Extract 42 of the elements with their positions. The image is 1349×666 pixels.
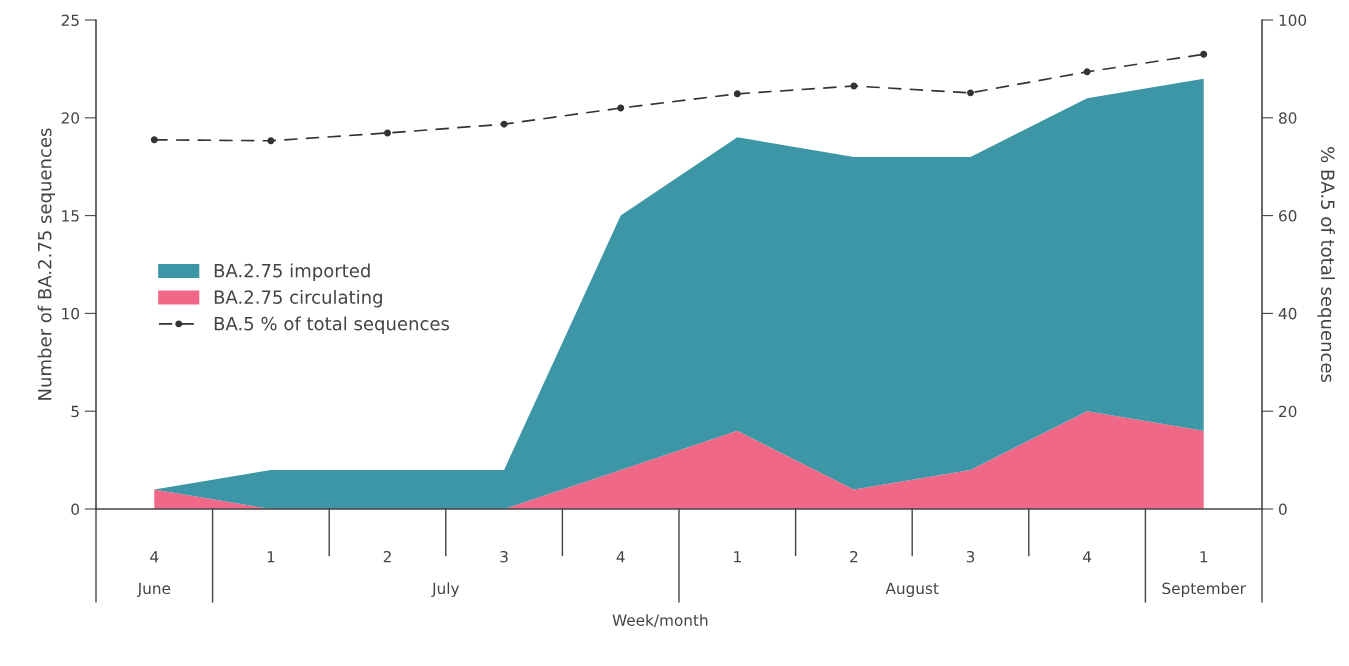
x-axis-title: Week/month [612,614,708,628]
point [150,136,158,144]
point [384,129,391,137]
x-tick-label: 4 [150,551,159,563]
point [967,89,974,97]
x-tick-label: 3 [966,550,975,563]
legend-label: BA.2.75 circulating [214,289,382,308]
y-axis-title: Number of BA.2.75 sequences [37,128,56,400]
x-tick-label: 3 [500,550,508,563]
y2-tick-label: 100 [1279,14,1307,27]
x-tick-label: 2 [850,550,858,563]
legend-label: BA.5 % of total sequences [214,316,450,334]
text: June [136,582,171,597]
x-tick-label: 1 [267,551,275,563]
x-tick-label: 2 [383,550,391,563]
y-tick-label: 20 [61,112,80,124]
x-tick-label: 1 [734,551,741,563]
y-tick-label: 5 [71,405,79,418]
point [1200,50,1208,58]
text: August [885,582,939,598]
x-tick-label: 1 [1200,551,1208,563]
point [500,120,508,128]
y-tick-label: 25 [61,14,79,27]
point [267,137,275,145]
y-tick-label: 15 [62,210,79,222]
x-tick-label: 4 [616,551,625,563]
y2-tick-label: 40 [1278,307,1297,320]
y2-tick-label: 0 [1278,503,1287,516]
point [1083,68,1091,76]
x-tick-label: 4 [1082,551,1092,563]
text: July [431,582,460,598]
point [850,82,858,90]
text: September [1162,582,1246,598]
point [617,104,625,112]
y-tick-label: 10 [62,307,80,320]
y2-tick-label: 60 [1279,210,1297,222]
y2-tick-label: 80 [1279,112,1297,124]
y-tick-label: 0 [71,503,80,516]
y2-axis-title: % BA.5 of total sequences [1317,147,1335,383]
legend-label: BA.2.75 imported [214,263,370,281]
point [733,90,741,98]
y2-tick-label: 20 [1279,405,1297,418]
